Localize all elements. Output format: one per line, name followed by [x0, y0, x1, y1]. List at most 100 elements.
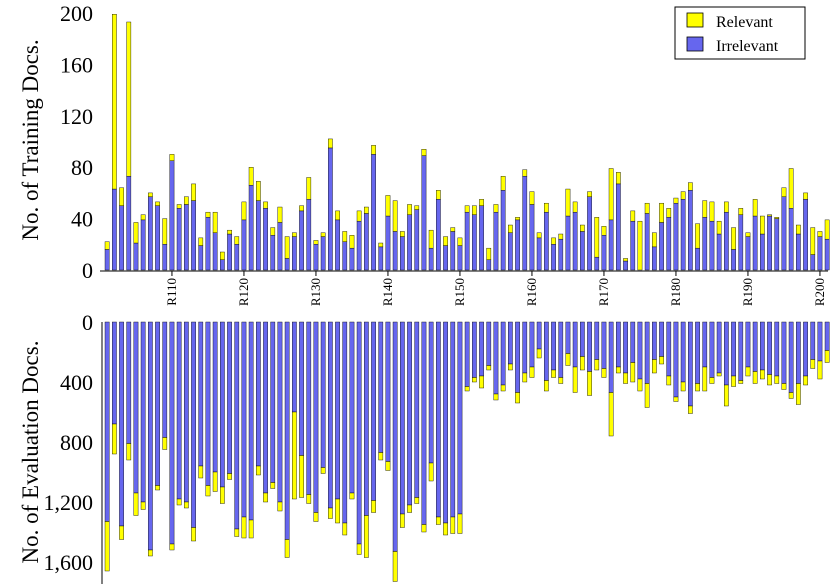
evaluation-irrelevant-bar — [284, 321, 290, 540]
training-irrelevant-bar — [688, 190, 693, 271]
training-irrelevant-bar — [731, 249, 736, 271]
training-relevant-bar — [385, 195, 391, 217]
evaluation-relevant-bar — [536, 348, 542, 359]
training-irrelevant-bar — [443, 245, 448, 271]
x-tick-label: R110 — [164, 278, 179, 306]
evaluation-relevant-bar — [227, 473, 232, 480]
training-relevant-bar — [450, 227, 456, 232]
training-irrelevant-bar — [169, 160, 175, 271]
evaluation-relevant-bar — [594, 359, 600, 371]
training-relevant-bar — [263, 201, 268, 209]
x-tick-label: R190 — [740, 278, 755, 306]
evaluation-relevant-bar — [436, 516, 441, 525]
evaluation-relevant-bar — [219, 486, 225, 504]
evaluation-irrelevant-bar — [472, 321, 477, 378]
training-irrelevant-bar — [486, 259, 492, 271]
training-relevant-bar — [702, 200, 708, 218]
x-tick-label: R200 — [812, 278, 827, 306]
evaluation-relevant-bar — [234, 528, 240, 537]
training-bars — [104, 14, 830, 271]
training-irrelevant-bar — [111, 188, 117, 271]
training-relevant-bar — [219, 251, 225, 260]
training-irrelevant-bar — [803, 199, 808, 271]
evaluation-irrelevant-bar — [392, 321, 398, 552]
evaluation-irrelevant-bar — [774, 321, 780, 377]
evaluation-irrelevant-bar — [803, 321, 808, 377]
training-relevant-bar — [133, 222, 139, 244]
evaluation-relevant-bar — [572, 366, 578, 393]
training-irrelevant-bar — [810, 254, 816, 271]
evaluation-irrelevant-bar — [436, 321, 441, 518]
evaluation-relevant-bar — [695, 383, 700, 392]
evaluation-relevant-bar — [320, 467, 326, 474]
evaluation-irrelevant-bar — [536, 321, 542, 350]
training-irrelevant-bar — [601, 235, 607, 271]
evaluation-relevant-bar — [673, 396, 679, 402]
training-relevant-bar — [299, 205, 304, 212]
evaluation-relevant-bar — [522, 372, 528, 383]
evaluation-relevant-bar — [731, 375, 736, 387]
evaluation-irrelevant-bar — [637, 321, 643, 380]
training-irrelevant-bar — [414, 209, 420, 271]
training-relevant-bar — [198, 237, 204, 246]
training-irrelevant-bar — [565, 215, 571, 271]
evaluation-relevant-bar — [781, 383, 787, 390]
evaluation-irrelevant-bar — [594, 321, 600, 360]
evaluation-relevant-bar — [198, 465, 204, 479]
evaluation-relevant-bar — [601, 368, 607, 378]
evaluation-relevant-bar — [472, 377, 477, 383]
evaluation-irrelevant-bar — [630, 321, 636, 363]
evaluation-irrelevant-bar — [191, 321, 196, 528]
evaluation-irrelevant-bar — [335, 321, 340, 500]
training-irrelevant-bar — [817, 236, 823, 271]
evaluation-irrelevant-bar — [155, 321, 160, 486]
evaluation-irrelevant-bar — [500, 321, 506, 386]
training-irrelevant-bar — [162, 244, 168, 271]
evaluation-relevant-bar — [709, 377, 715, 384]
training-relevant-bar — [580, 224, 585, 232]
legend: Relevant Irrelevant — [674, 6, 806, 60]
training-relevant-bar — [666, 208, 672, 218]
training-irrelevant-bar — [652, 246, 657, 271]
training-irrelevant-bar — [364, 213, 369, 271]
evaluation-irrelevant-bar — [580, 321, 585, 357]
training-irrelevant-bar — [335, 219, 340, 271]
training-relevant-bar — [572, 201, 578, 213]
evaluation-relevant-bar — [183, 501, 189, 509]
evaluation-irrelevant-bar — [493, 321, 499, 395]
training-irrelevant-bar — [464, 211, 470, 271]
evaluation-relevant-bar — [500, 384, 506, 392]
training-irrelevant-bar — [788, 208, 794, 271]
training-irrelevant-bar — [227, 233, 232, 271]
training-relevant-bar — [205, 211, 211, 218]
evaluation-y-tick-label: 0 — [82, 310, 93, 335]
training-irrelevant-bar — [544, 211, 549, 271]
evaluation-irrelevant-bar — [702, 321, 708, 368]
legend-label-relevant: Relevant — [716, 14, 773, 31]
training-irrelevant-bar — [385, 215, 391, 271]
evaluation-irrelevant-bar — [688, 321, 693, 407]
training-relevant-bar — [688, 182, 693, 191]
evaluation-relevant-bar — [176, 498, 182, 506]
training-y-tick-label: 0 — [82, 258, 93, 283]
evaluation-relevant-bar — [616, 366, 621, 374]
evaluation-irrelevant-bar — [738, 321, 744, 381]
evaluation-relevant-bar — [558, 377, 564, 384]
evaluation-y-label: No. of Evaluation Docs. — [18, 341, 43, 564]
training-relevant-bar — [536, 232, 542, 239]
evaluation-relevant-bar — [702, 366, 708, 392]
evaluation-relevant-bar — [248, 519, 254, 539]
training-irrelevant-bar — [378, 246, 384, 271]
evaluation-irrelevant-bar — [421, 321, 427, 525]
training-relevant-bar — [745, 232, 751, 237]
evaluation-relevant-bar — [803, 375, 808, 386]
evaluation-relevant-bar — [169, 543, 175, 551]
training-irrelevant-bar — [508, 232, 513, 271]
training-irrelevant-bar — [313, 244, 319, 271]
training-irrelevant-bar — [673, 202, 679, 271]
training-irrelevant-bar — [702, 217, 708, 271]
training-irrelevant-bar — [644, 213, 650, 271]
evaluation-irrelevant-bar — [407, 321, 412, 506]
evaluation-irrelevant-bar — [147, 321, 153, 551]
